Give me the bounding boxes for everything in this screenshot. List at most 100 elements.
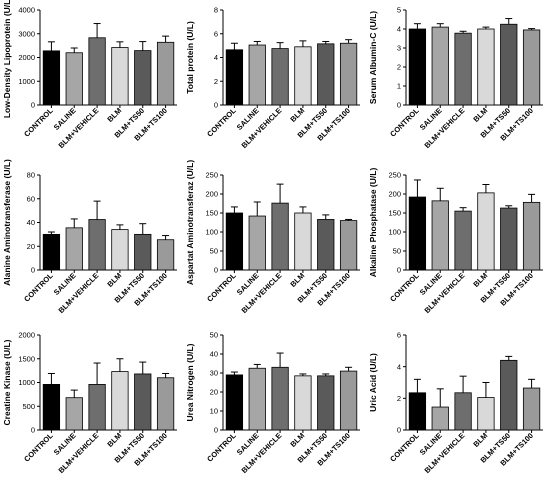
chart-panel-3: Serum Albumin-C (U/L) 0 1 2 3 4 5 CONTROL SALINE…: [366, 0, 549, 162]
x-category-label: BLM: [288, 106, 306, 124]
y-tick-label: 40: [210, 350, 218, 359]
y-tick-label: 2: [397, 63, 401, 72]
bar-blm-ts50: [134, 233, 152, 271]
bar-blm-ts50: [317, 219, 335, 271]
x-category-label: CONTROL: [205, 106, 238, 139]
y-axis-title: Aspartat Aminotransferaz (U/L): [185, 160, 195, 285]
bar-saline: [431, 26, 449, 106]
bar-blm: [111, 47, 129, 106]
y-tick-label: 1: [397, 82, 401, 91]
x-category-label: BLM: [288, 271, 306, 289]
y-tick-label: 1500: [18, 354, 35, 363]
y-tick-label: 4000: [18, 6, 35, 15]
y-tick-label: 40: [27, 218, 35, 227]
y-tick-label: 8: [214, 6, 218, 15]
bar-control: [408, 28, 427, 106]
x-category-label: CONTROL: [388, 271, 421, 304]
y-tick-label: 500: [22, 402, 35, 411]
bar-blm-ts100: [522, 29, 541, 106]
bar-blm-ts100: [339, 370, 358, 431]
y-tick-label: 3000: [18, 29, 35, 38]
bar-saline: [65, 227, 83, 271]
y-tick-label: 4: [397, 362, 401, 371]
x-category-label: CONTROL: [205, 271, 238, 304]
y-tick-label: 250: [388, 171, 401, 180]
bar-control: [42, 384, 61, 431]
y-tick-label: 0: [214, 426, 218, 435]
bar-blm: [111, 229, 129, 271]
bar-blm-ts100: [522, 201, 541, 271]
y-tick-label: 4: [214, 53, 218, 62]
y-tick-label: 200: [388, 190, 401, 199]
chart-panel-7: Creatine Kinase (U/L) 0 500 1000 1500 2000 CON…: [0, 325, 183, 487]
bar-blm-vehicle: [88, 37, 106, 106]
y-tick-label: 0: [397, 426, 401, 435]
x-category-label: BLM: [471, 271, 489, 289]
chart-panel-6: Alkaline Phosphatase (U/L) 0 50 100 150 200 25…: [366, 165, 549, 327]
x-category-label: BLM: [105, 271, 123, 289]
y-tick-label: 4: [397, 25, 401, 34]
chart-panel-1: Low-Density Lipoprotein (U/L) 0 1000 2000 30…: [0, 0, 183, 162]
bar-blm-vehicle: [271, 366, 289, 431]
y-tick-label: 0: [214, 266, 218, 275]
chart-panel-2: Total protein (U/L) 0 2 4 6 8 CONTROL SALINE BLM…: [183, 0, 366, 162]
bar-blm-ts50: [134, 373, 152, 431]
y-tick-label: 200: [205, 190, 218, 199]
x-category-label: BLM+VEHICLE: [57, 271, 101, 315]
y-axis-title: Total protein (U/L): [185, 21, 195, 94]
y-tick-label: 20: [210, 388, 218, 397]
bar-blm-ts100: [339, 42, 358, 106]
y-axis-title: Uric Acid (U/L): [368, 353, 378, 412]
y-tick-label: 30: [210, 369, 218, 378]
bar-blm-vehicle: [88, 384, 106, 431]
y-tick-label: 20: [27, 242, 35, 251]
bar-control: [225, 212, 244, 271]
bar-blm-ts100: [156, 377, 175, 431]
y-axis-title: Alkaline Phosphatase (U/L): [368, 168, 378, 278]
x-category-label: BLM+VEHICLE: [240, 271, 284, 315]
chart-svg-4: Alanine Aminotransferase (U/L) 0 20 40 60 80 C…: [2, 159, 177, 315]
bar-blm-vehicle: [454, 210, 472, 271]
bar-blm-ts100: [522, 387, 541, 431]
bar-blm-ts100: [339, 220, 358, 271]
y-tick-label: 80: [27, 171, 35, 180]
chart-svg-6: Alkaline Phosphatase (U/L) 0 50 100 150 200 25…: [368, 168, 543, 315]
y-tick-label: 0: [397, 266, 401, 275]
y-tick-label: 250: [205, 171, 218, 180]
x-category-label: BLM+VEHICLE: [423, 431, 467, 475]
chart-svg-1: Low-Density Lipoprotein (U/L) 0 1000 2000 30…: [2, 0, 177, 150]
x-category-label: CONTROL: [388, 106, 421, 139]
y-tick-label: 0: [397, 101, 401, 110]
bar-control: [225, 49, 244, 106]
bar-saline: [248, 44, 266, 106]
bar-blm: [477, 192, 495, 271]
bar-control: [408, 196, 427, 271]
y-tick-label: 3: [397, 44, 401, 53]
y-axis-title: Urea Nitrogen (U/L): [185, 343, 195, 421]
y-tick-label: 2000: [18, 53, 35, 62]
bar-blm-ts100: [156, 41, 175, 106]
y-tick-label: 0: [31, 426, 35, 435]
bar-control: [225, 374, 244, 431]
bar-control: [42, 233, 61, 271]
bar-blm: [477, 28, 495, 106]
bar-saline: [65, 52, 83, 106]
chart-svg-9: Uric Acid (U/L)0246CONTROLSALINEBLM+VEHI…: [368, 331, 543, 475]
bar-blm-ts50: [500, 359, 518, 431]
bar-saline: [65, 397, 83, 431]
y-tick-label: 150: [205, 209, 218, 218]
y-tick-label: 2000: [18, 331, 35, 340]
y-tick-label: 1000: [18, 77, 35, 86]
x-category-label: BLM: [288, 431, 306, 449]
x-category-label: BLM+VEHICLE: [240, 106, 284, 150]
x-category-label: BLM: [471, 431, 489, 449]
y-tick-label: 60: [27, 194, 35, 203]
bar-blm-ts50: [317, 375, 335, 431]
x-category-label: BLM+VEHICLE: [423, 271, 467, 315]
y-tick-label: 50: [393, 247, 401, 256]
bar-blm: [477, 397, 495, 431]
chart-panel-9: Uric Acid (U/L) 0 2 4 6 CONTROL SALINE BLM+VEHI…: [366, 325, 549, 487]
y-axis-title: Low-Density Lipoprotein (U/L): [2, 0, 12, 118]
bar-saline: [431, 200, 449, 271]
